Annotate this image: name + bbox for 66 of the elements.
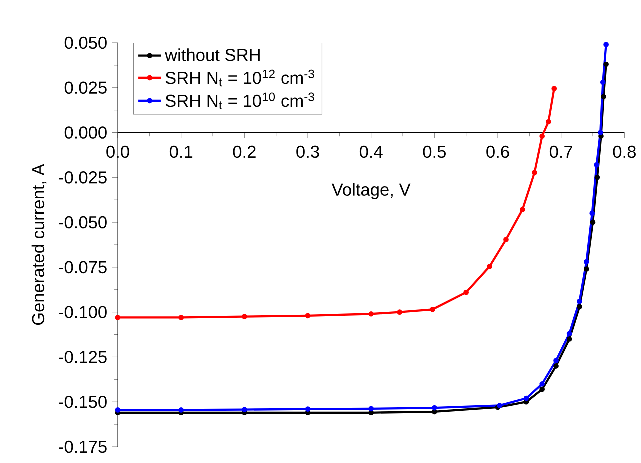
point xyxy=(584,259,590,265)
point xyxy=(532,170,538,176)
y-tick-label: 0.025 xyxy=(64,82,107,94)
legend-label: without SRH xyxy=(165,48,260,62)
point xyxy=(590,210,596,216)
point xyxy=(178,408,184,413)
y-tick-label: -0.075 xyxy=(59,261,107,274)
y-tick-label: 0.050 xyxy=(64,36,107,50)
point xyxy=(540,134,546,140)
point xyxy=(584,266,590,272)
point xyxy=(598,134,604,140)
point xyxy=(566,336,572,342)
point xyxy=(115,315,121,320)
point xyxy=(368,311,374,317)
point xyxy=(600,80,606,86)
point xyxy=(590,220,596,226)
y-tick-label: -0.125 xyxy=(59,351,107,364)
y-axis-title: Generated current, A xyxy=(32,164,47,326)
point xyxy=(115,408,121,413)
x-tick-label: 0.3 xyxy=(296,146,320,158)
point xyxy=(178,315,184,320)
y-tick-label: -0.150 xyxy=(59,396,107,408)
y-tick-label: -0.050 xyxy=(59,216,107,229)
point xyxy=(242,314,248,320)
point xyxy=(520,207,526,212)
point xyxy=(594,174,600,180)
y-tick-label: -0.175 xyxy=(59,440,107,454)
point xyxy=(540,381,546,387)
x-tick-label: 0.1 xyxy=(170,146,193,158)
point xyxy=(604,42,609,48)
point xyxy=(464,290,470,296)
y-tick-label: 0.000 xyxy=(64,126,107,139)
point xyxy=(368,406,374,412)
point xyxy=(604,62,609,68)
point xyxy=(432,405,438,411)
legend-label: SRH N$_{t}$ = 10$^{10}$ cm$^{-3}$ xyxy=(166,92,314,110)
point xyxy=(540,386,546,392)
x-tick-label: 0.5 xyxy=(423,146,446,158)
point xyxy=(397,310,403,315)
point xyxy=(601,94,606,100)
x-tick-label: 0.0 xyxy=(106,146,130,158)
point xyxy=(598,130,604,136)
point xyxy=(566,331,572,337)
point xyxy=(524,396,530,402)
x-tick-label: 0.4 xyxy=(360,146,383,158)
point xyxy=(546,119,552,125)
point xyxy=(430,306,436,312)
x-tick-label: 0.6 xyxy=(486,146,510,158)
point xyxy=(242,407,248,412)
legend-label: SRH N$_{t}$ = 10$^{12}$ cm$^{-3}$ xyxy=(166,70,314,87)
point xyxy=(487,264,492,270)
point xyxy=(577,298,582,304)
point xyxy=(305,313,311,319)
point xyxy=(305,406,311,412)
y-tick-label: -0.025 xyxy=(59,172,107,184)
x-tick-label: 0.2 xyxy=(233,146,256,158)
y-tick-label: -0.100 xyxy=(59,306,107,318)
point xyxy=(554,364,559,369)
point xyxy=(577,304,582,310)
x-tick-label: 0.8 xyxy=(613,146,636,158)
x-axis-title: Voltage, V xyxy=(332,183,411,200)
point xyxy=(504,237,509,242)
point xyxy=(594,162,600,168)
point xyxy=(552,86,558,92)
point xyxy=(554,358,559,364)
x-tick-label: 0.7 xyxy=(550,146,573,158)
